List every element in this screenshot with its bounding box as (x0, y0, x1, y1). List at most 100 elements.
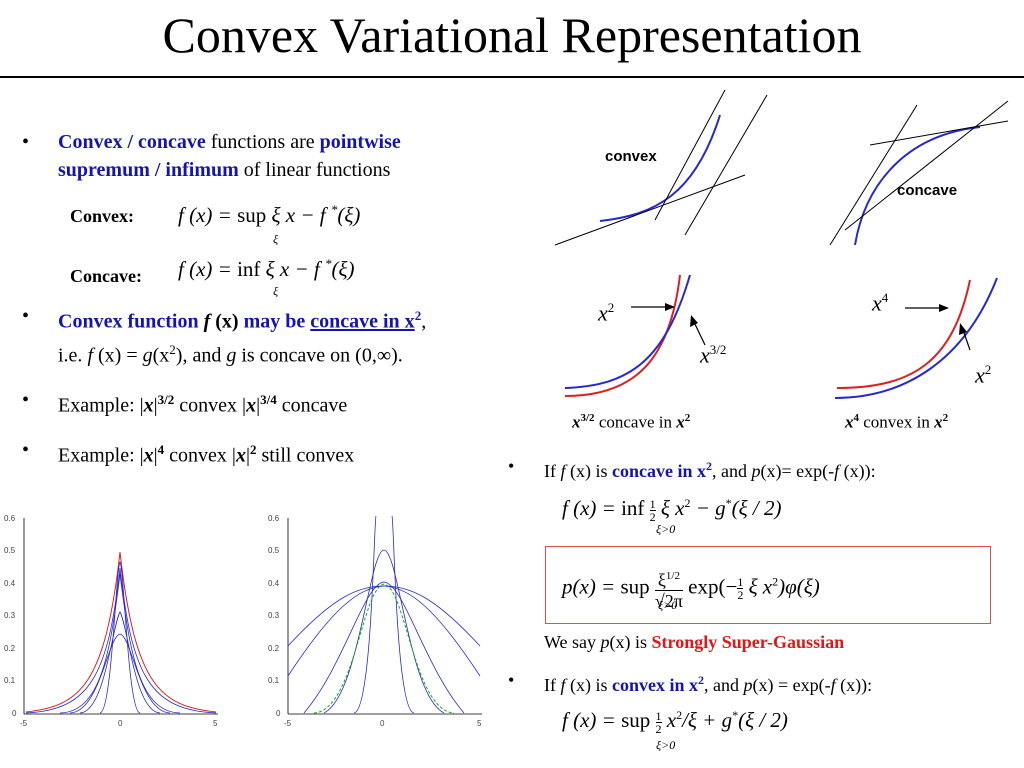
text-fragment: may be (238, 310, 311, 333)
bullet-dot: • (22, 439, 30, 461)
ytick-label: 0.6 (4, 514, 16, 523)
title-divider (0, 76, 1024, 78)
text-fragment: If (544, 461, 561, 481)
eq-concave: f (x) = inf ξ x − f *(ξ) (178, 256, 354, 282)
eq-sup: 2 (676, 708, 683, 722)
tangent-line (654, 89, 726, 221)
text-fragment: (x) is (565, 675, 613, 695)
text-fragment: f (560, 675, 566, 695)
caption-x4-convex: x4 convex in x2 (845, 412, 948, 433)
eq-op: inf (621, 496, 645, 520)
mixture-curve (69, 633, 171, 714)
eq-rest: ξ x (743, 574, 773, 599)
xtick-label: 0 (380, 719, 385, 728)
text-sup: 2 (698, 673, 705, 687)
eq-tail: )φ(ξ) (778, 574, 820, 599)
ytick-label: 0.6 (268, 514, 280, 523)
eq-sup-gaussian: p(x) = sup ξ1/2 √2π exp(− 1 2 ξ x2)φ(ξ) (562, 566, 820, 611)
ytick-label: 0.3 (4, 611, 16, 620)
super-gaussian-green (313, 583, 455, 714)
eq-lhs: f (x) = (562, 708, 622, 732)
text-fragment: (x (152, 344, 170, 367)
ytick-label: 0.3 (268, 611, 280, 620)
text-fragment: i.e. (58, 344, 88, 367)
text-fragment: x (934, 412, 943, 432)
plot-left: 0.6 0.5 0.4 0.3 0.2 0.1 0 -5 0 5 (4, 514, 218, 728)
text-pointwise: pointwise (319, 131, 401, 153)
text-convex-in-x2: convex in x (612, 675, 699, 695)
plot-right-axes: 0.6 0.5 0.4 0.3 0.2 0.1 0 -5 0 5 (268, 514, 482, 728)
text-fragment: (x) is (565, 461, 613, 481)
text-fragment: x (872, 290, 882, 316)
eq-op: sup (237, 203, 267, 227)
text-sup: 3/2 (157, 392, 175, 407)
text-fragment: functions are (205, 131, 320, 153)
text-fragment: x (572, 412, 581, 432)
eq-concave-label: Concave: (70, 266, 142, 286)
laplacian-red (25, 551, 217, 713)
text-fragment: | (256, 394, 261, 417)
frac-den: 2 (655, 721, 662, 736)
text-fragment: , and (712, 461, 752, 481)
ytick-label: 0.1 (268, 676, 280, 685)
label-x2-right: x2 (975, 362, 991, 388)
eq-r3-sub: ξ>0 (656, 738, 676, 752)
eq-sup: 2 (684, 496, 691, 510)
text-sup: 3/2 (709, 342, 727, 357)
label-x2-left: x2 (598, 300, 614, 326)
text-fragment: convex | (174, 394, 247, 417)
text-fragment: , and (704, 675, 744, 695)
ytick-label: 0.1 (4, 676, 16, 685)
eq-tail: (ξ) (337, 203, 361, 227)
gaussian-curve (353, 515, 377, 714)
text-fragment: | (245, 444, 250, 467)
ytick-label: 0.4 (4, 579, 16, 588)
xtick-label: 5 (213, 719, 218, 728)
mixture-curve (59, 573, 181, 714)
tangent-line (829, 104, 918, 246)
eq-convex-sub: ξ (273, 232, 279, 246)
arrow-head (690, 315, 698, 327)
gaussian-curve (287, 585, 481, 677)
eq-op: sup (621, 708, 651, 732)
curve-x4 (836, 279, 971, 389)
text-fragment: x (700, 342, 710, 368)
frac-num: 1 (649, 496, 656, 511)
text-sup: 3/4 (260, 392, 277, 407)
gaussian-curve (287, 585, 481, 647)
text-fragment: of linear functions (238, 159, 391, 181)
eq-op: sup (620, 574, 650, 599)
arrow-line (693, 321, 706, 346)
ytick-label: 0.2 (4, 644, 16, 653)
eq-star: * (324, 256, 332, 271)
bullet-dot: • (22, 131, 30, 153)
bullet-dot: • (508, 670, 515, 690)
frac-num: ξ1/2 (654, 566, 683, 591)
eq-star: * (725, 496, 732, 510)
bullet-dot: • (22, 389, 30, 411)
arrow-head (665, 303, 675, 311)
text-fragment: f (203, 310, 211, 333)
eq-lhs: f (x) = (178, 257, 238, 281)
bullet-dot: • (22, 305, 30, 327)
text-sup: 2 (169, 341, 176, 357)
text-fragment: (x) = exp(- (752, 675, 831, 695)
mixture-curve (25, 567, 217, 714)
plot-right: 0.6 0.5 0.4 0.3 0.2 0.1 0 -5 0 5 (268, 514, 482, 728)
tangent-line (844, 100, 1009, 231)
text-sup: 2 (249, 442, 257, 457)
text-fragment: x (235, 444, 246, 467)
text-fragment: f (560, 461, 566, 481)
eq-frac-sqrt: ξ1/2 √2π (654, 566, 683, 611)
text-sup: 4 (881, 290, 889, 305)
gaussian-curve (323, 549, 445, 714)
ytick-label: 0 (276, 709, 281, 718)
text-sup: 4 (157, 442, 165, 457)
eq-rest: − g (690, 496, 726, 520)
text-fragment: f (87, 344, 93, 367)
eq-tail: (ξ) (331, 257, 355, 281)
text-sup: 2 (607, 300, 615, 315)
eq-concave-sub: ξ (273, 284, 279, 298)
